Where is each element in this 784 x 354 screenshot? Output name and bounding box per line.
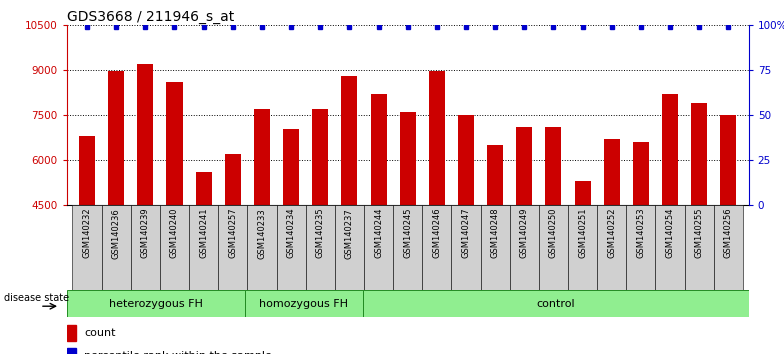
FancyBboxPatch shape: [713, 205, 743, 290]
Text: GSM140251: GSM140251: [578, 208, 587, 258]
Text: GSM140257: GSM140257: [228, 208, 238, 258]
Bar: [79, 136, 95, 341]
Bar: [67, 325, 76, 341]
FancyBboxPatch shape: [393, 205, 423, 290]
Text: GSM140237: GSM140237: [345, 208, 354, 259]
FancyBboxPatch shape: [363, 290, 749, 317]
FancyBboxPatch shape: [248, 205, 277, 290]
Text: GDS3668 / 211946_s_at: GDS3668 / 211946_s_at: [67, 10, 234, 24]
Text: GSM140232: GSM140232: [82, 208, 92, 258]
Text: GSM140250: GSM140250: [549, 208, 558, 258]
FancyBboxPatch shape: [306, 205, 335, 290]
FancyBboxPatch shape: [277, 205, 306, 290]
FancyBboxPatch shape: [597, 205, 626, 290]
Text: GSM140240: GSM140240: [170, 208, 179, 258]
Bar: [137, 64, 154, 341]
Text: GSM140233: GSM140233: [257, 208, 267, 259]
FancyBboxPatch shape: [452, 205, 481, 290]
FancyBboxPatch shape: [655, 205, 684, 290]
Bar: [196, 172, 212, 341]
Bar: [400, 112, 416, 341]
Bar: [371, 94, 387, 341]
FancyBboxPatch shape: [72, 205, 102, 290]
Bar: [604, 139, 619, 341]
Text: GSM140235: GSM140235: [316, 208, 325, 258]
FancyBboxPatch shape: [364, 205, 393, 290]
FancyBboxPatch shape: [160, 205, 189, 290]
FancyBboxPatch shape: [102, 205, 131, 290]
Text: percentile rank within the sample: percentile rank within the sample: [85, 351, 272, 354]
Bar: [458, 115, 474, 341]
FancyBboxPatch shape: [245, 290, 363, 317]
Bar: [283, 129, 299, 341]
Bar: [225, 154, 241, 341]
FancyBboxPatch shape: [481, 205, 510, 290]
Text: GSM140247: GSM140247: [462, 208, 470, 258]
Text: GSM140249: GSM140249: [520, 208, 528, 258]
Text: GSM140245: GSM140245: [403, 208, 412, 258]
Bar: [720, 115, 736, 341]
Bar: [633, 142, 649, 341]
Bar: [67, 348, 76, 354]
FancyBboxPatch shape: [626, 205, 655, 290]
Text: GSM140256: GSM140256: [724, 208, 733, 258]
Text: GSM140236: GSM140236: [111, 208, 121, 259]
FancyBboxPatch shape: [539, 205, 568, 290]
Text: GSM140234: GSM140234: [287, 208, 296, 258]
FancyBboxPatch shape: [510, 205, 539, 290]
Text: GSM140254: GSM140254: [666, 208, 674, 258]
Bar: [341, 76, 358, 341]
FancyBboxPatch shape: [335, 205, 364, 290]
Text: control: control: [536, 298, 575, 309]
Bar: [312, 109, 328, 341]
Text: count: count: [85, 328, 116, 338]
Text: heterozygous FH: heterozygous FH: [109, 298, 202, 309]
Text: GSM140252: GSM140252: [608, 208, 616, 258]
Text: GSM140246: GSM140246: [432, 208, 441, 258]
Bar: [108, 72, 124, 341]
Text: disease state: disease state: [4, 293, 69, 303]
FancyBboxPatch shape: [189, 205, 218, 290]
Text: GSM140248: GSM140248: [491, 208, 499, 258]
Text: homozygous FH: homozygous FH: [260, 298, 348, 309]
Text: GSM140253: GSM140253: [637, 208, 645, 258]
FancyBboxPatch shape: [67, 290, 245, 317]
FancyBboxPatch shape: [684, 205, 713, 290]
Bar: [429, 72, 445, 341]
Bar: [166, 82, 183, 341]
FancyBboxPatch shape: [131, 205, 160, 290]
FancyBboxPatch shape: [568, 205, 597, 290]
Text: GSM140241: GSM140241: [199, 208, 208, 258]
Bar: [662, 94, 678, 341]
Bar: [546, 127, 561, 341]
Text: GSM140255: GSM140255: [695, 208, 704, 258]
FancyBboxPatch shape: [423, 205, 452, 290]
Bar: [487, 145, 503, 341]
Bar: [575, 181, 590, 341]
Bar: [254, 109, 270, 341]
FancyBboxPatch shape: [218, 205, 248, 290]
Text: GSM140244: GSM140244: [374, 208, 383, 258]
Bar: [516, 127, 532, 341]
Bar: [691, 103, 707, 341]
Text: GSM140239: GSM140239: [141, 208, 150, 258]
